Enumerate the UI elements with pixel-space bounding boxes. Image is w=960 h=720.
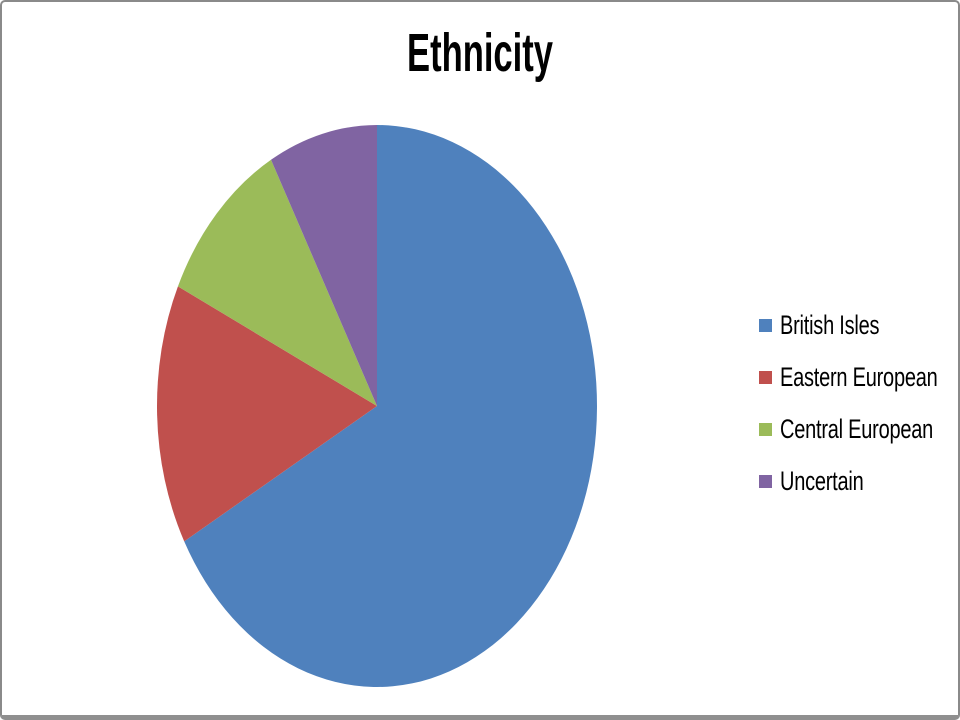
legend-item-eastern-european: Eastern European xyxy=(759,362,958,393)
legend-item-central-european: Central European xyxy=(759,414,958,445)
legend-label-central-european: Central European xyxy=(780,414,934,444)
legend-item-uncertain: Uncertain xyxy=(759,466,958,497)
legend-label-eastern-european: Eastern European xyxy=(780,362,938,392)
legend-swatch-central-european xyxy=(759,423,772,436)
chart-title: Ethnicity xyxy=(2,26,958,80)
legend-swatch-british-isles xyxy=(759,319,772,332)
pie-slice-british-isles xyxy=(184,125,597,688)
legend-item-british-isles: British Isles xyxy=(759,310,958,341)
pie-slice-uncertain xyxy=(271,125,377,406)
pie-slice-central-european xyxy=(177,159,377,406)
chart-title-text: Ethnicity xyxy=(407,23,553,83)
legend-swatch-eastern-european xyxy=(759,371,772,384)
legend-label-british-isles: British Isles xyxy=(780,310,880,340)
pie-slice-eastern-european xyxy=(157,286,377,542)
legend: British Isles Eastern European Central Eur… xyxy=(759,310,958,497)
legend-label-uncertain: Uncertain xyxy=(780,466,864,496)
legend-swatch-uncertain xyxy=(759,475,772,488)
